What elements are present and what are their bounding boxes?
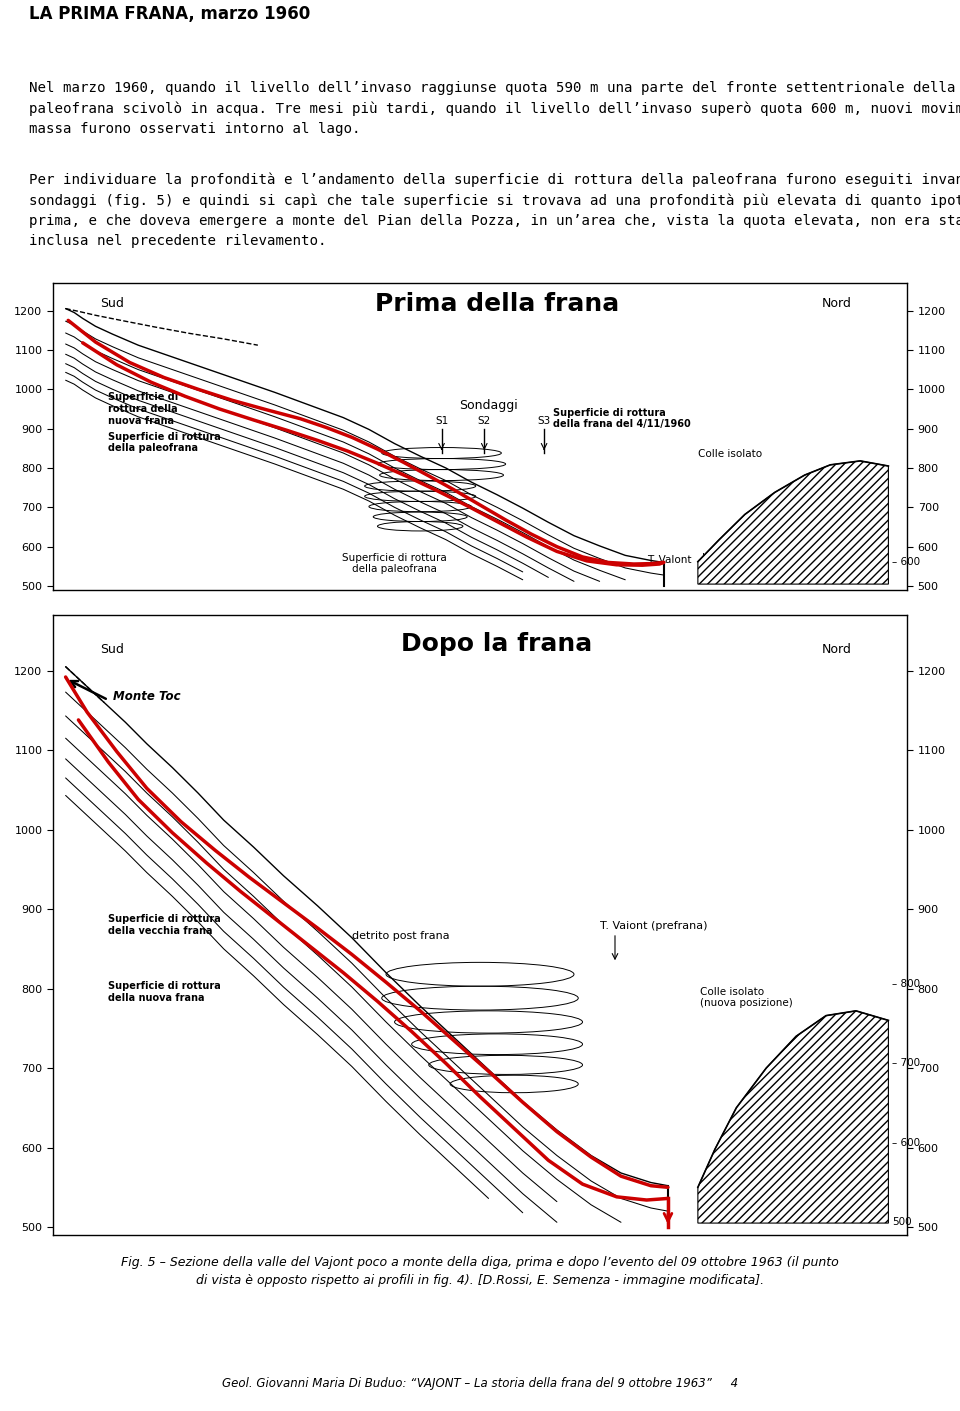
Text: Fig. 5 – Sezione della valle del Vajont poco a monte della diga, prima e dopo l’: Fig. 5 – Sezione della valle del Vajont … bbox=[121, 1256, 839, 1287]
Text: – 700: – 700 bbox=[892, 1058, 920, 1068]
Text: S3: S3 bbox=[538, 416, 551, 426]
Text: Colle isolato
(nuova posizione): Colle isolato (nuova posizione) bbox=[701, 986, 793, 1009]
Text: Monte Toc: Monte Toc bbox=[112, 690, 180, 703]
Text: S1: S1 bbox=[435, 416, 448, 426]
Text: S2: S2 bbox=[478, 416, 491, 426]
Text: Superficie di rottura
della frana del 4/11/1960: Superficie di rottura della frana del 4/… bbox=[553, 408, 690, 429]
Text: Dopo la frana: Dopo la frana bbox=[401, 632, 592, 656]
Text: I.Depositi del
vecchio T. Valont: I.Depositi del vecchio T. Valont bbox=[702, 553, 784, 574]
Text: Nord: Nord bbox=[822, 643, 852, 656]
Text: – 600: – 600 bbox=[892, 557, 920, 567]
Text: Sud: Sud bbox=[100, 296, 124, 310]
Text: LA PRIMA FRANA, marzo 1960: LA PRIMA FRANA, marzo 1960 bbox=[29, 6, 310, 24]
Text: Nord: Nord bbox=[822, 296, 852, 310]
Text: Superficie di rottura
della paleofrana: Superficie di rottura della paleofrana bbox=[108, 432, 221, 453]
Text: T. Vaiont (prefrana): T. Vaiont (prefrana) bbox=[600, 921, 708, 931]
Text: Colle isolato: Colle isolato bbox=[698, 449, 762, 460]
Text: Superficie di rottura
della vecchia frana: Superficie di rottura della vecchia fran… bbox=[108, 914, 221, 935]
Text: – 800: – 800 bbox=[892, 979, 920, 989]
Text: 500: 500 bbox=[892, 1218, 911, 1228]
Polygon shape bbox=[698, 1010, 888, 1223]
Text: Nel marzo 1960, quando il livello dell’invaso raggiunse quota 590 m una parte de: Nel marzo 1960, quando il livello dell’i… bbox=[29, 80, 960, 135]
Text: – 600: – 600 bbox=[892, 1137, 920, 1147]
Text: Superficie di
rottura della
nuova frana: Superficie di rottura della nuova frana bbox=[108, 392, 179, 426]
Text: Sud: Sud bbox=[100, 643, 124, 656]
Text: Geol. Giovanni Maria Di Buduo: “VAJONT – La storia della frana del 9 ottobre 196: Geol. Giovanni Maria Di Buduo: “VAJONT –… bbox=[222, 1377, 738, 1390]
Text: Superficie di rottura
della nuova frana: Superficie di rottura della nuova frana bbox=[108, 981, 221, 1003]
Text: detrito post frana: detrito post frana bbox=[351, 931, 449, 941]
Text: Superficie di rottura
della paleofrana: Superficie di rottura della paleofrana bbox=[342, 553, 447, 574]
Text: Sondaggi: Sondaggi bbox=[459, 399, 517, 412]
Text: Per individuare la profondità e l’andamento della superficie di rottura della pa: Per individuare la profondità e l’andame… bbox=[29, 172, 960, 248]
Text: T. Valont: T. Valont bbox=[647, 555, 691, 564]
Polygon shape bbox=[698, 461, 888, 584]
Text: Prima della frana: Prima della frana bbox=[375, 292, 619, 316]
